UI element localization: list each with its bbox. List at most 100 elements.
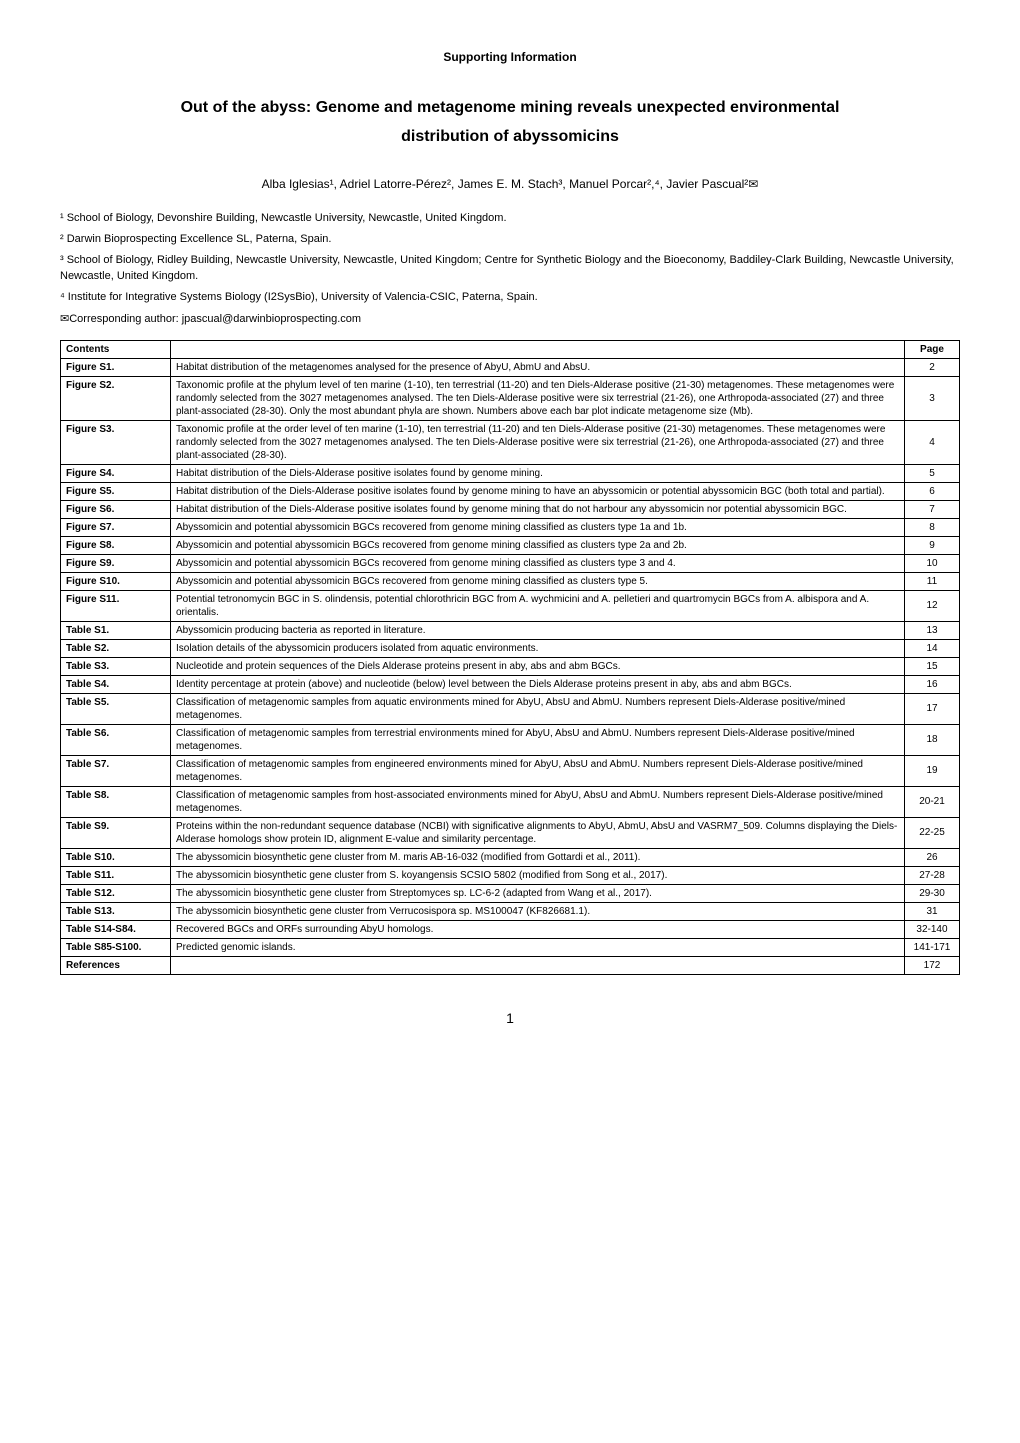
row-description: The abyssomicin biosynthetic gene cluste… <box>171 902 905 920</box>
row-page: 5 <box>905 464 960 482</box>
affiliation-1: ¹ School of Biology, Devonshire Building… <box>60 211 960 226</box>
table-row: Figure S11.Potential tetronomycin BGC in… <box>61 590 960 621</box>
row-page: 8 <box>905 518 960 536</box>
row-page: 7 <box>905 500 960 518</box>
row-page: 14 <box>905 639 960 657</box>
row-page: 141-171 <box>905 938 960 956</box>
row-page: 31 <box>905 902 960 920</box>
row-label: Table S85-S100. <box>61 938 171 956</box>
row-page: 27-28 <box>905 866 960 884</box>
table-row: Table S7.Classification of metagenomic s… <box>61 755 960 786</box>
row-page: 2 <box>905 358 960 376</box>
corresponding-author: ✉Corresponding author: jpascual@darwinbi… <box>60 312 960 325</box>
row-description: Isolation details of the abyssomicin pro… <box>171 639 905 657</box>
row-description: Predicted genomic islands. <box>171 938 905 956</box>
row-label: Table S10. <box>61 848 171 866</box>
row-description: The abyssomicin biosynthetic gene cluste… <box>171 866 905 884</box>
row-description: Abyssomicin producing bacteria as report… <box>171 621 905 639</box>
table-row: Table S13.The abyssomicin biosynthetic g… <box>61 902 960 920</box>
row-label: Table S1. <box>61 621 171 639</box>
row-page: 10 <box>905 554 960 572</box>
row-description: Habitat distribution of the Diels-Aldera… <box>171 500 905 518</box>
row-label: Figure S3. <box>61 420 171 464</box>
row-label: Table S11. <box>61 866 171 884</box>
header-contents: Contents <box>61 340 171 358</box>
row-page: 16 <box>905 675 960 693</box>
row-label: Table S5. <box>61 693 171 724</box>
table-row: Figure S10.Abyssomicin and potential aby… <box>61 572 960 590</box>
row-description: Potential tetronomycin BGC in S. olinden… <box>171 590 905 621</box>
row-description: Classification of metagenomic samples fr… <box>171 693 905 724</box>
row-label: Table S2. <box>61 639 171 657</box>
row-page: 11 <box>905 572 960 590</box>
row-description: Classification of metagenomic samples fr… <box>171 724 905 755</box>
row-page: 3 <box>905 376 960 420</box>
row-description: Taxonomic profile at the phylum level of… <box>171 376 905 420</box>
row-description: Habitat distribution of the Diels-Aldera… <box>171 482 905 500</box>
row-description: Taxonomic profile at the order level of … <box>171 420 905 464</box>
row-label: Figure S10. <box>61 572 171 590</box>
row-description: Abyssomicin and potential abyssomicin BG… <box>171 518 905 536</box>
table-row: Table S5.Classification of metagenomic s… <box>61 693 960 724</box>
row-page: 13 <box>905 621 960 639</box>
row-description: Classification of metagenomic samples fr… <box>171 786 905 817</box>
row-label: References <box>61 956 171 974</box>
row-page: 4 <box>905 420 960 464</box>
row-page: 22-25 <box>905 817 960 848</box>
row-description: Abyssomicin and potential abyssomicin BG… <box>171 536 905 554</box>
table-header-row: Contents Page <box>61 340 960 358</box>
affiliation-4: ⁴ Institute for Integrative Systems Biol… <box>60 290 960 305</box>
row-label: Figure S9. <box>61 554 171 572</box>
row-page: 17 <box>905 693 960 724</box>
row-description: Proteins within the non-redundant sequen… <box>171 817 905 848</box>
header-empty <box>171 340 905 358</box>
table-row: Table S8.Classification of metagenomic s… <box>61 786 960 817</box>
row-label: Figure S4. <box>61 464 171 482</box>
row-page: 32-140 <box>905 920 960 938</box>
row-label: Table S7. <box>61 755 171 786</box>
row-description: The abyssomicin biosynthetic gene cluste… <box>171 848 905 866</box>
table-row: Figure S4.Habitat distribution of the Di… <box>61 464 960 482</box>
row-description: Habitat distribution of the metagenomes … <box>171 358 905 376</box>
affiliation-3: ³ School of Biology, Ridley Building, Ne… <box>60 253 960 284</box>
table-row: Table S12.The abyssomicin biosynthetic g… <box>61 884 960 902</box>
table-row: Table S9.Proteins within the non-redunda… <box>61 817 960 848</box>
row-description: The abyssomicin biosynthetic gene cluste… <box>171 884 905 902</box>
table-row: Table S10.The abyssomicin biosynthetic g… <box>61 848 960 866</box>
title-line-1: Out of the abyss: Genome and metagenome … <box>181 99 840 116</box>
row-page: 9 <box>905 536 960 554</box>
row-label: Table S6. <box>61 724 171 755</box>
table-row: Figure S7.Abyssomicin and potential abys… <box>61 518 960 536</box>
row-page: 12 <box>905 590 960 621</box>
table-row: Figure S5.Habitat distribution of the Di… <box>61 482 960 500</box>
table-row: Table S4.Identity percentage at protein … <box>61 675 960 693</box>
row-label: Figure S1. <box>61 358 171 376</box>
authors-line: Alba Iglesias¹, Adriel Latorre-Pérez², J… <box>60 177 960 191</box>
row-page: 20-21 <box>905 786 960 817</box>
supporting-info-label: Supporting Information <box>60 50 960 64</box>
row-page: 18 <box>905 724 960 755</box>
row-label: Figure S5. <box>61 482 171 500</box>
row-label: Table S3. <box>61 657 171 675</box>
table-row: Table S14-S84.Recovered BGCs and ORFs su… <box>61 920 960 938</box>
row-label: Table S8. <box>61 786 171 817</box>
row-description: Habitat distribution of the Diels-Aldera… <box>171 464 905 482</box>
row-page: 26 <box>905 848 960 866</box>
row-page: 29-30 <box>905 884 960 902</box>
affiliation-2: ² Darwin Bioprospecting Excellence SL, P… <box>60 232 960 247</box>
row-description: Classification of metagenomic samples fr… <box>171 755 905 786</box>
table-row: Figure S8.Abyssomicin and potential abys… <box>61 536 960 554</box>
paper-title: Out of the abyss: Genome and metagenome … <box>60 94 960 152</box>
row-description: Nucleotide and protein sequences of the … <box>171 657 905 675</box>
row-label: Figure S6. <box>61 500 171 518</box>
row-page: 6 <box>905 482 960 500</box>
table-row: Figure S1.Habitat distribution of the me… <box>61 358 960 376</box>
row-label: Table S12. <box>61 884 171 902</box>
row-label: Table S4. <box>61 675 171 693</box>
table-row: Table S1.Abyssomicin producing bacteria … <box>61 621 960 639</box>
table-row: Table S11.The abyssomicin biosynthetic g… <box>61 866 960 884</box>
row-label: Figure S2. <box>61 376 171 420</box>
table-row: Table S2.Isolation details of the abysso… <box>61 639 960 657</box>
table-row: Table S85-S100.Predicted genomic islands… <box>61 938 960 956</box>
header-page: Page <box>905 340 960 358</box>
